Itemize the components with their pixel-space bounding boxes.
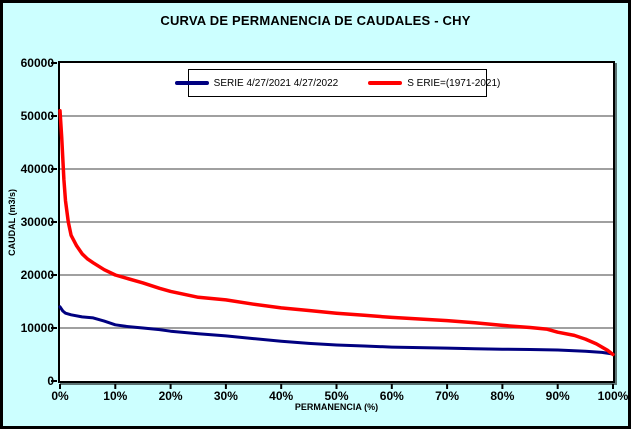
y-tick-label: 0 xyxy=(47,374,54,388)
legend-item: SERIE 4/27/2021 4/27/2022 xyxy=(174,77,339,89)
legend-label: S ERIE=(1971-2021) xyxy=(407,77,501,89)
legend-label: SERIE 4/27/2021 4/27/2022 xyxy=(213,77,339,89)
x-tick-label: 70% xyxy=(435,389,460,403)
y-tick-label: 60000 xyxy=(20,56,54,70)
y-tick-label: 50000 xyxy=(20,109,54,123)
plot-svg xyxy=(51,62,615,389)
legend-item: S ERIE=(1971-2021) xyxy=(368,78,500,89)
x-tick-label: 30% xyxy=(213,389,238,403)
x-axis-title: PERMANENCIA (%) xyxy=(294,402,379,412)
x-tick-label: 40% xyxy=(269,389,294,403)
x-tick-label: 90% xyxy=(545,389,570,403)
chart-title: CURVA DE PERMANENCIA DE CAUDALES - CHY xyxy=(160,13,471,28)
y-tick-label: 20000 xyxy=(20,268,54,282)
legend-line-swatch xyxy=(368,81,403,85)
legend-line-swatch xyxy=(174,81,209,85)
series-line xyxy=(58,108,615,357)
x-tick-label: 10% xyxy=(103,389,128,403)
x-tick-label: 0% xyxy=(51,389,69,403)
x-tick-label: 80% xyxy=(490,389,515,403)
x-tick-label: 100% xyxy=(597,389,629,403)
y-tick-label: 30000 xyxy=(20,215,54,229)
x-tick-label: 50% xyxy=(324,389,349,403)
y-tick-label: 40000 xyxy=(20,162,54,176)
x-tick-label: 20% xyxy=(158,389,183,403)
series-line xyxy=(58,305,615,356)
y-tick-label: 10000 xyxy=(20,321,54,335)
x-tick-label: 60% xyxy=(379,389,404,403)
legend: SERIE 4/27/2021 4/27/2022 S ERIE=(1971-20… xyxy=(174,69,500,97)
plot-area xyxy=(51,61,615,389)
